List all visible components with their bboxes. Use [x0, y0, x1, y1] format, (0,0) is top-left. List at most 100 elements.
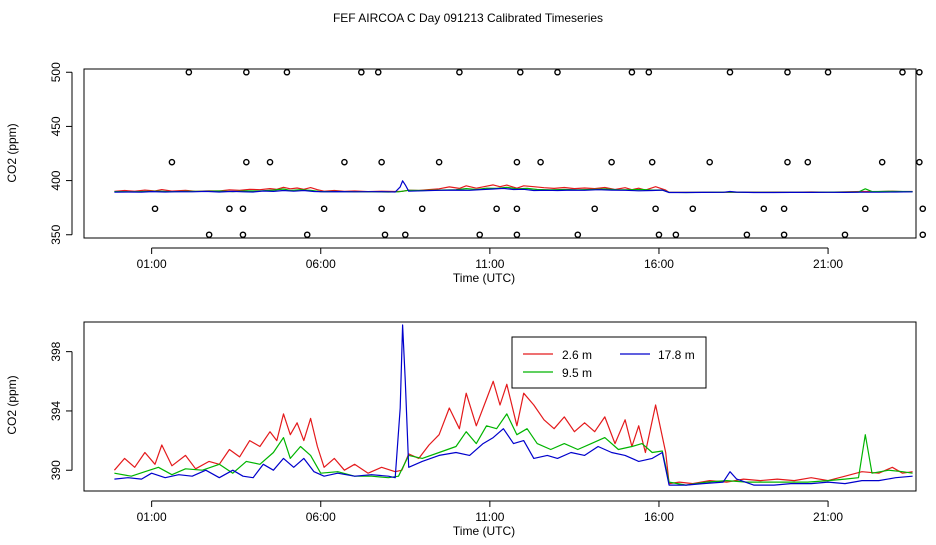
flag-point — [516, 68, 524, 76]
flag-point — [706, 158, 713, 166]
flag-point — [743, 231, 751, 239]
bottom-y-axis-label: CO2 (ppm) — [5, 375, 19, 434]
flag-point — [916, 158, 923, 166]
flag-point — [243, 68, 250, 76]
bottom-series-lines — [113, 324, 913, 486]
top-x-tick-label: 16:00 — [644, 257, 674, 271]
flag-point — [378, 205, 385, 213]
top-x-axis: 01:00 06:00 11:00 16:00 21:00 — [137, 247, 843, 271]
top-x-axis-label: Time (UTC) — [453, 271, 515, 285]
flag-point — [402, 231, 409, 239]
top-series-17-8m — [114, 180, 913, 194]
flag-point — [878, 158, 886, 166]
flag-point — [861, 205, 869, 213]
flag-point — [726, 68, 734, 76]
flag-point — [283, 68, 291, 76]
flag-point — [648, 158, 656, 166]
flag-point — [628, 68, 636, 76]
flag-point — [513, 158, 521, 166]
bottom-x-axis: 01:00 06:00 11:00 16:00 21:00 — [137, 500, 843, 524]
top-x-tick-label: 21:00 — [813, 257, 843, 271]
flag-point — [435, 158, 443, 166]
legend-label-2-6m: 2.6 m — [562, 348, 592, 362]
top-y-axis-label: CO2 (ppm) — [5, 123, 19, 182]
flag-point — [804, 158, 812, 166]
legend-label-17-8m: 17.8 m — [658, 348, 695, 362]
bottom-x-tick-label: 21:00 — [813, 510, 843, 524]
flag-point — [780, 231, 788, 239]
top-y-tick-label: 400 — [49, 170, 63, 190]
flag-point — [493, 205, 500, 213]
flag-point — [513, 231, 521, 239]
bottom-series-17-8m — [114, 324, 913, 486]
chart-title: FEF AIRCOA C Day 091213 Calibrated Times… — [333, 11, 603, 25]
flag-point — [378, 158, 385, 166]
flag-point — [591, 205, 598, 213]
top-x-tick-label: 06:00 — [306, 257, 336, 271]
flag-point — [655, 231, 663, 239]
bottom-x-tick-label: 11:00 — [475, 510, 504, 524]
bottom-y-tick-label: 398 — [49, 341, 63, 361]
top-series-lines — [114, 180, 913, 194]
top-plot-frame — [83, 68, 917, 239]
top-flag-points — [151, 68, 927, 239]
flag-point — [652, 205, 659, 213]
top-y-axis: 350 400 450 500 — [49, 62, 73, 245]
flag-point — [899, 68, 906, 76]
legend-box — [511, 336, 707, 389]
top-panel: 350 400 450 500 01:00 06:00 11:00 16:00 21:00 T… — [5, 62, 927, 285]
flag-point — [374, 68, 382, 76]
bottom-x-tick-label: 06:00 — [306, 510, 336, 524]
bottom-x-axis-label: Time (UTC) — [453, 524, 515, 538]
flag-point — [320, 205, 328, 213]
flag-point — [239, 205, 247, 213]
top-x-tick-label: 01:00 — [137, 257, 167, 271]
flag-point — [645, 68, 653, 76]
bottom-series-9-5m — [114, 413, 913, 486]
bottom-y-tick-label: 394 — [49, 401, 63, 421]
flag-point — [784, 68, 791, 76]
flag-point — [919, 205, 927, 213]
flag-point — [168, 158, 176, 166]
bottom-series-2-6m — [113, 380, 913, 485]
flag-point — [358, 68, 365, 76]
flag-point — [513, 205, 521, 213]
flag-point — [824, 68, 832, 76]
bottom-x-tick-label: 16:00 — [644, 510, 674, 524]
flag-point — [574, 231, 582, 239]
flag-point — [608, 158, 615, 166]
bottom-x-tick-label: 01:00 — [137, 510, 167, 524]
bottom-panel: 390 394 398 01:00 06:00 11:00 16:00 21:00 Time… — [5, 321, 917, 538]
flag-point — [239, 231, 247, 239]
flag-point — [689, 205, 697, 213]
bottom-y-axis: 390 394 398 — [49, 341, 73, 480]
bottom-y-tick-label: 390 — [49, 460, 63, 480]
flag-point — [672, 231, 680, 239]
flag-point — [919, 231, 927, 239]
flag-point — [266, 158, 274, 166]
flag-point — [476, 231, 484, 239]
flag-point — [780, 205, 788, 213]
flag-point — [784, 158, 791, 166]
flag-point — [303, 231, 311, 239]
legend-label-9-5m: 9.5 m — [562, 366, 592, 380]
flag-point — [341, 158, 348, 166]
flag-point — [841, 231, 849, 239]
flag-point — [554, 68, 561, 76]
flag-point — [916, 68, 923, 76]
chart-legend: 2.6 m 17.8 m 9.5 m — [511, 336, 707, 389]
flag-point — [185, 68, 193, 76]
top-y-tick-label: 350 — [49, 224, 63, 244]
top-y-tick-label: 450 — [49, 116, 63, 136]
flag-point — [537, 158, 544, 166]
flag-point — [226, 205, 233, 213]
top-y-tick-label: 500 — [49, 62, 63, 82]
flag-point — [456, 68, 463, 76]
flag-point — [381, 231, 389, 239]
top-x-tick-label: 11:00 — [475, 257, 504, 271]
bottom-plot-frame — [83, 321, 917, 492]
flag-point — [760, 205, 768, 213]
flag-point — [418, 205, 426, 213]
flag-point — [151, 205, 159, 213]
